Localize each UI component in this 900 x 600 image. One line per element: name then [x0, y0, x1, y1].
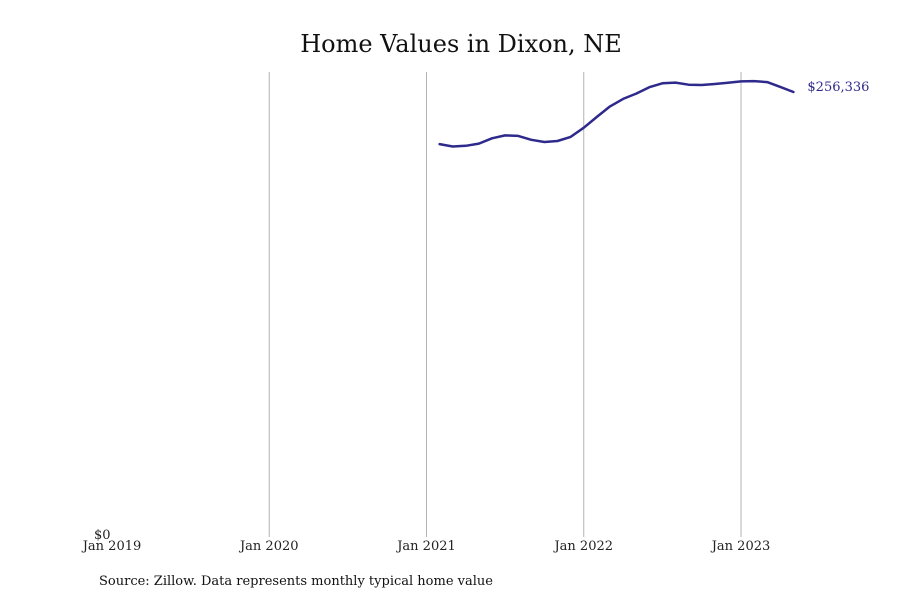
- gridlines: [268, 72, 742, 537]
- x-tick-label-2019: Jan 2019: [81, 539, 142, 554]
- chart-title: Home Values in Dixon, NE: [300, 30, 622, 58]
- x-axis-ticks: Jan 2019 Jan 2020 Jan 2021 Jan 2022 Jan 2023: [81, 539, 771, 554]
- source-note: Source: Zillow. Data represents monthly …: [99, 574, 493, 589]
- x-tick-label-2023: Jan 2023: [710, 539, 771, 554]
- x-tick-label-2020: Jan 2020: [238, 539, 299, 554]
- end-value-label: $256,336: [807, 80, 869, 95]
- series-line-home-value: [438, 79, 795, 148]
- x-tick-label-2022: Jan 2022: [552, 539, 613, 554]
- x-tick-label-2021: Jan 2021: [395, 539, 456, 554]
- y-tick-label: $0: [94, 528, 111, 543]
